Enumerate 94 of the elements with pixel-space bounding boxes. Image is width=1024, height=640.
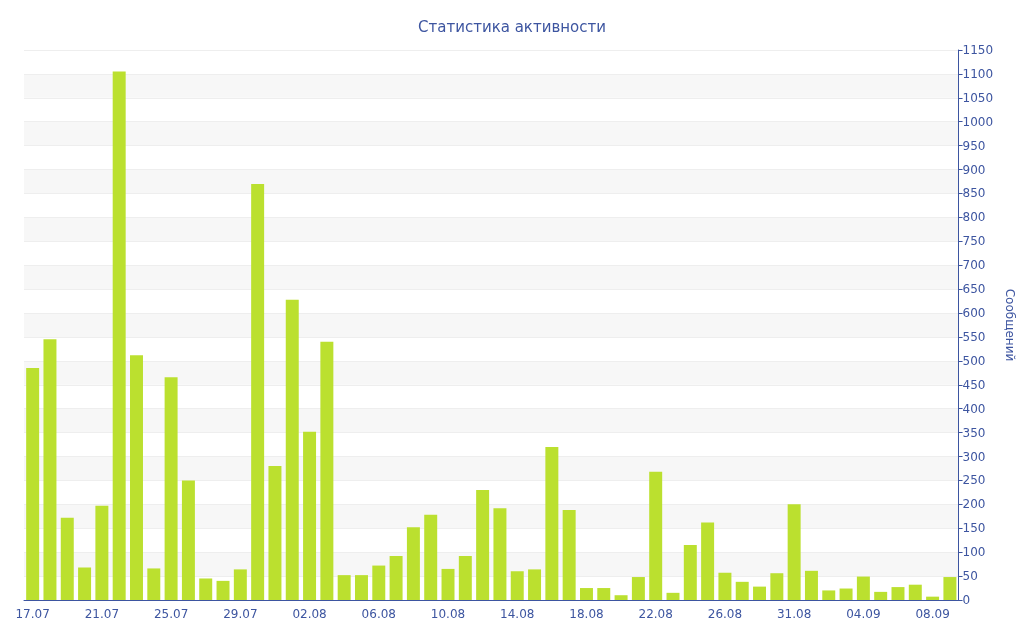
bar (753, 586, 767, 600)
bar (562, 510, 576, 600)
bar (822, 590, 836, 600)
bar (320, 341, 334, 600)
bar (458, 556, 472, 600)
y-tick-label: 450 (962, 377, 986, 392)
y-axis-title: Сообщений (1003, 288, 1017, 362)
bar (908, 584, 922, 600)
bar (354, 575, 368, 600)
bar (787, 504, 801, 600)
y-tick-label: 900 (962, 162, 986, 177)
bar (926, 596, 940, 600)
bar (856, 576, 870, 600)
bar (406, 527, 420, 600)
x-tick-label: 31.08 (776, 607, 812, 621)
bar (666, 592, 680, 600)
bar (597, 588, 611, 600)
x-tick-label: 22.08 (638, 607, 673, 621)
x-tick-label: 25.07 (153, 607, 189, 621)
bar (112, 71, 126, 600)
bar (372, 565, 386, 600)
y-tick-label: 200 (962, 497, 986, 512)
x-tick-label: 02.08 (292, 607, 327, 621)
y-tick-label: 400 (962, 401, 986, 416)
y-tick-label: 550 (962, 329, 986, 344)
chart-title: Статистика активности (418, 17, 606, 36)
bar (251, 183, 265, 600)
bar (493, 508, 507, 600)
y-tick-label: 750 (962, 234, 986, 249)
bar (631, 577, 645, 600)
bar (735, 581, 749, 600)
bar (43, 339, 57, 600)
x-tick-label: 18.08 (569, 607, 604, 621)
bar (943, 577, 957, 600)
y-tick-label: 650 (962, 282, 986, 297)
bar (337, 575, 351, 600)
x-tick-label: 14.08 (500, 607, 535, 621)
bar (26, 368, 40, 600)
bar (216, 580, 230, 600)
y-tick-label: 250 (962, 473, 986, 488)
bar (839, 588, 853, 600)
bar (614, 595, 628, 600)
bar (649, 471, 663, 600)
y-tick-label: 800 (962, 210, 986, 225)
bar (476, 490, 490, 600)
bar (545, 446, 559, 600)
y-tick-label: 950 (962, 138, 986, 153)
y-tick-label: 700 (962, 258, 986, 273)
bar (181, 480, 195, 600)
bar (510, 571, 524, 600)
bar (78, 567, 92, 600)
y-tick-label: 0 (962, 593, 971, 607)
bar (147, 568, 161, 600)
bar (389, 556, 403, 600)
bar (303, 431, 317, 600)
bar (891, 587, 905, 600)
bar (804, 570, 818, 600)
x-tick-label: 17.07 (15, 607, 50, 621)
x-tick-label: 06.08 (361, 607, 396, 621)
bar (60, 517, 74, 600)
y-tick-label: 1050 (962, 90, 994, 105)
bar (874, 591, 888, 600)
bar (528, 569, 542, 600)
bar (441, 568, 455, 600)
bar (285, 299, 299, 600)
y-tick-label: 600 (962, 306, 986, 321)
bar (233, 569, 247, 600)
bar (199, 578, 213, 600)
x-tick-label: 08.09 (915, 607, 950, 621)
bar (164, 377, 178, 600)
x-tick-label: 10.08 (430, 607, 466, 621)
bar (579, 588, 593, 600)
y-tick-label: 850 (962, 186, 986, 201)
bar (268, 466, 282, 600)
bar (95, 505, 109, 600)
y-tick-label: 150 (962, 521, 986, 536)
bar (701, 522, 715, 600)
x-tick-label: 26.08 (707, 607, 743, 621)
x-tick-label: 04.09 (846, 607, 881, 621)
y-tick-label: 1100 (962, 66, 994, 81)
bar (130, 355, 143, 600)
bar (770, 573, 784, 600)
bar (718, 572, 732, 600)
y-tick-label: 350 (962, 425, 986, 440)
x-tick-label: 21.07 (84, 607, 120, 621)
y-tick-label: 1150 (962, 43, 994, 57)
bar (683, 545, 697, 600)
y-tick-label: 100 (962, 545, 986, 560)
bar (424, 514, 438, 600)
y-tick-label: 500 (962, 353, 986, 368)
y-tick-label: 300 (962, 449, 986, 464)
y-tick-label: 1000 (962, 114, 994, 129)
x-tick-label: 29.07 (223, 607, 258, 621)
y-tick-label: 50 (962, 569, 978, 584)
